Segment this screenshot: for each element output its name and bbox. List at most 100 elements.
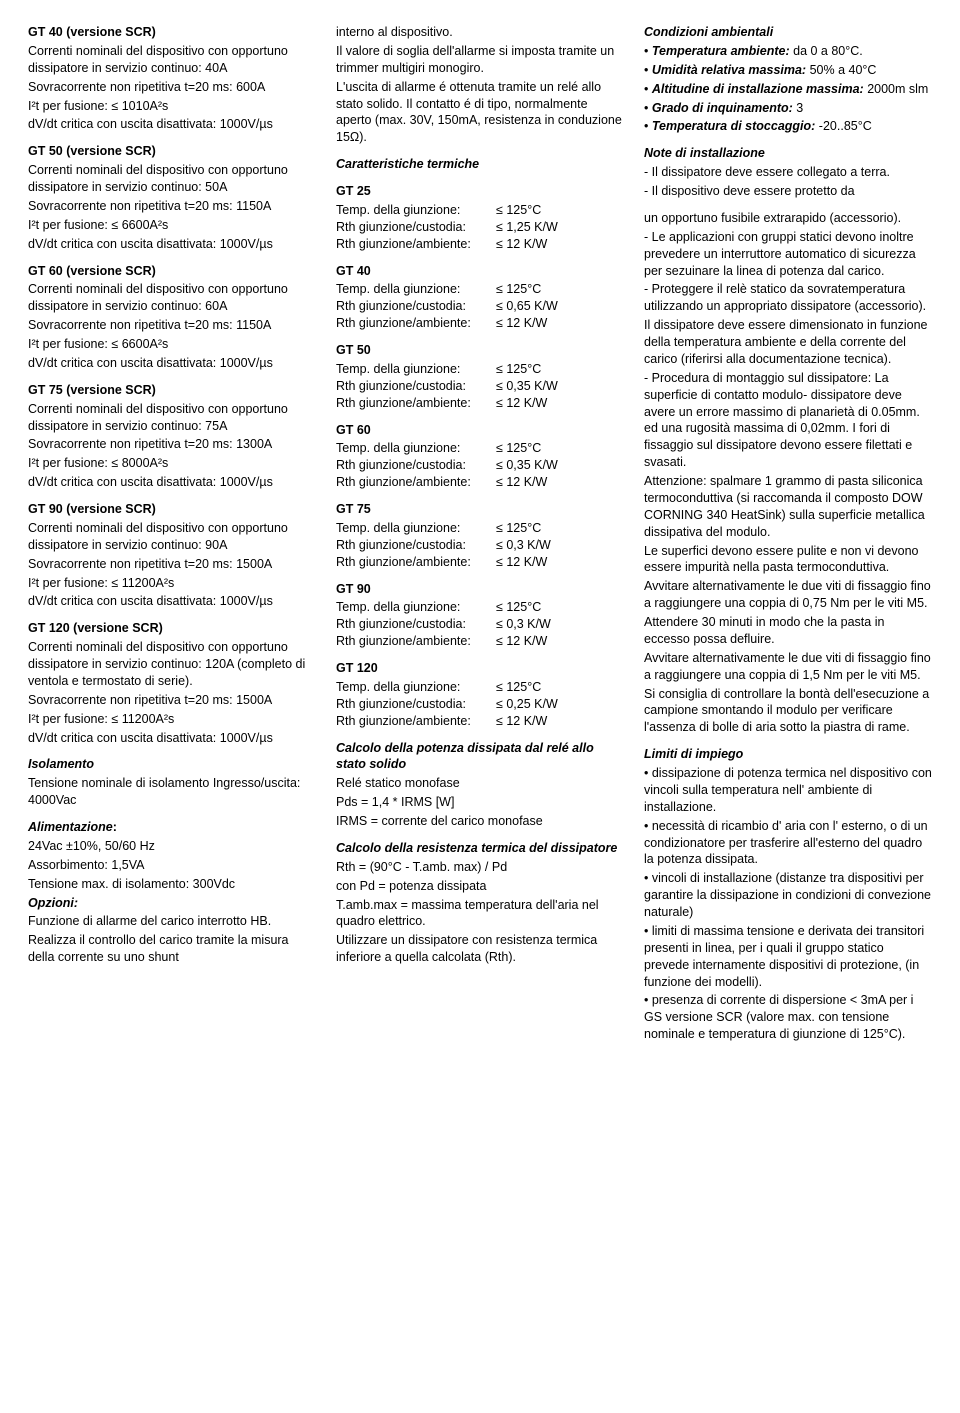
thermal-row: Rth giunzione/ambiente:≤ 12 K/W: [336, 315, 624, 332]
thermal-row: Rth giunzione/custodia:≤ 0,35 K/W: [336, 457, 624, 474]
col3-line: Il dissipatore deve essere dimensionato …: [644, 317, 932, 368]
alimentazione-line: Assorbimento: 1,5VA: [28, 857, 316, 874]
thermal-label: Rth giunzione/custodia:: [336, 616, 496, 633]
gt-title: GT 120 (versione SCR): [28, 620, 316, 637]
gt-line: Sovracorrente non ripetitiva t=20 ms: 11…: [28, 198, 316, 215]
col2-intro: interno al dispositivo. Il valore di sogl…: [336, 24, 624, 146]
thermal-label: Temp. della giunzione:: [336, 520, 496, 537]
thermal-row: Rth giunzione/ambiente:≤ 12 K/W: [336, 633, 624, 650]
thermal-item: GT 40Temp. della giunzione:≤ 125°CRth gi…: [336, 263, 624, 333]
thermal-value: ≤ 0,65 K/W: [496, 298, 624, 315]
gt-line: Correnti nominali del dispositivo con op…: [28, 639, 316, 690]
alimentazione-block: Alimentazione: 24Vac ±10%, 50/60 HzAssor…: [28, 819, 316, 966]
gt-title: GT 90 (versione SCR): [28, 501, 316, 518]
gt-line: Sovracorrente non ripetitiva t=20 ms: 60…: [28, 79, 316, 96]
thermal-label: Rth giunzione/custodia:: [336, 696, 496, 713]
page-columns: GT 40 (versione SCR) Correnti nominali de…: [28, 24, 932, 1043]
thermal-item: GT 25Temp. della giunzione:≤ 125°CRth gi…: [336, 183, 624, 253]
thermal-item: GT 60Temp. della giunzione:≤ 125°CRth gi…: [336, 422, 624, 492]
gt-title: GT 75 (versione SCR): [28, 382, 316, 399]
isolamento-line: Tensione nominale di isolamento Ingresso…: [28, 775, 316, 809]
thermal-value: ≤ 125°C: [496, 281, 624, 298]
gt-block: GT 50 (versione SCR)Correnti nominali de…: [28, 143, 316, 252]
calc-pot-line: Relé statico monofase: [336, 775, 624, 792]
isolamento-title: Isolamento: [28, 756, 316, 773]
cond-label: Grado di inquinamento:: [652, 101, 793, 115]
intro-line: Il valore di soglia dell'allarme si impo…: [336, 43, 624, 77]
thermal-row: Rth giunzione/custodia:≤ 0,3 K/W: [336, 537, 624, 554]
thermal-name: GT 75: [336, 501, 624, 518]
gt-block: GT 60 (versione SCR)Correnti nominali de…: [28, 263, 316, 372]
limiti-line: • limiti di massima tensione e derivata …: [644, 923, 932, 991]
note-line: - Il dispositivo deve essere protetto da: [644, 183, 932, 200]
thermal-label: Temp. della giunzione:: [336, 202, 496, 219]
cond-title: Condizioni ambientali: [644, 24, 932, 41]
col3-line: Attenzione: spalmare 1 grammo di pasta s…: [644, 473, 932, 541]
thermal-value: ≤ 0,3 K/W: [496, 537, 624, 554]
thermal-label: Rth giunzione/ambiente:: [336, 633, 496, 650]
thermal-value: ≤ 125°C: [496, 440, 624, 457]
gt-title: GT 60 (versione SCR): [28, 263, 316, 280]
thermal-value: ≤ 12 K/W: [496, 713, 624, 730]
cond-block: Condizioni ambientali • Temperatura ambi…: [644, 24, 932, 135]
thermal-row: Temp. della giunzione:≤ 125°C: [336, 440, 624, 457]
thermal-row: Rth giunzione/ambiente:≤ 12 K/W: [336, 395, 624, 412]
col3-line: - Proteggere il relè statico da sovratem…: [644, 281, 932, 315]
thermal-label: Rth giunzione/ambiente:: [336, 474, 496, 491]
gt-line: Sovracorrente non ripetitiva t=20 ms: 15…: [28, 556, 316, 573]
col3-line: Si consiglia di controllare la bontà del…: [644, 686, 932, 737]
cond-rest: 3: [793, 101, 803, 115]
gt-line: dV/dt critica con uscita disattivata: 10…: [28, 236, 316, 253]
thermal-item: GT 75 Temp. della giunzione:≤ 125°CRth gi…: [336, 501, 624, 571]
thermal-row: Rth giunzione/ambiente:≤ 12 K/W: [336, 713, 624, 730]
gt-title: GT 40 (versione SCR): [28, 24, 316, 41]
thermal-item: GT 120Temp. della giunzione:≤ 125°CRth g…: [336, 660, 624, 730]
thermal-value: ≤ 0,25 K/W: [496, 696, 624, 713]
thermal-label: Temp. della giunzione:: [336, 281, 496, 298]
cond-line: • Grado di inquinamento: 3: [644, 100, 932, 117]
opzioni-line: Funzione di allarme del carico interrott…: [28, 913, 316, 930]
calc-res-line: Utilizzare un dissipatore con resistenza…: [336, 932, 624, 966]
thermal-title: Caratteristiche termiche: [336, 156, 624, 173]
thermal-value: ≤ 12 K/W: [496, 315, 624, 332]
thermal-value: ≤ 12 K/W: [496, 633, 624, 650]
thermal-row: Temp. della giunzione:≤ 125°C: [336, 520, 624, 537]
thermal-label: Rth giunzione/ambiente:: [336, 315, 496, 332]
col3-line: - Procedura di montaggio sul dissipatore…: [644, 370, 932, 471]
cond-rest: da 0 a 80°C.: [790, 44, 863, 58]
cond-line: • Altitudine di installazione massima: 2…: [644, 81, 932, 98]
gt-line: I²t per fusione: ≤ 1010A²s: [28, 98, 316, 115]
note-block: Note di installazione - Il dissipatore d…: [644, 145, 932, 200]
limiti-line: • presenza di corrente di dispersione < …: [644, 992, 932, 1043]
thermal-value: ≤ 12 K/W: [496, 474, 624, 491]
thermal-row: Rth giunzione/custodia:≤ 0,3 K/W: [336, 616, 624, 633]
gt-line: I²t per fusione: ≤ 11200A²s: [28, 711, 316, 728]
intro-line: interno al dispositivo.: [336, 24, 624, 41]
thermal-row: Rth giunzione/custodia:≤ 0,65 K/W: [336, 298, 624, 315]
calc-pot-block: Calcolo della potenza dissipata dal relé…: [336, 740, 624, 830]
gt-line: Sovracorrente non ripetitiva t=20 ms: 15…: [28, 692, 316, 709]
thermal-item: GT 50Temp. della giunzione:≤ 125°CRth gi…: [336, 342, 624, 412]
thermal-name: GT 25: [336, 183, 624, 200]
limiti-block: Limiti di impiego • dissipazione di pote…: [644, 746, 932, 1043]
gt-line: dV/dt critica con uscita disattivata: 10…: [28, 730, 316, 747]
opzioni-line: Realizza il controllo del carico tramite…: [28, 932, 316, 966]
cond-line: • Temperatura di stoccaggio: -20..85°C: [644, 118, 932, 135]
thermal-row: Rth giunzione/ambiente:≤ 12 K/W: [336, 236, 624, 253]
cond-label: Umidità relativa massima:: [652, 63, 806, 77]
gt-block: GT 120 (versione SCR) Correnti nominali d…: [28, 620, 316, 746]
gt-line: dV/dt critica con uscita disattivata: 10…: [28, 474, 316, 491]
gt-line: Correnti nominali del dispositivo con op…: [28, 43, 316, 77]
gt-line: dV/dt critica con uscita disattivata: 10…: [28, 116, 316, 133]
thermal-row: Temp. della giunzione:≤ 125°C: [336, 679, 624, 696]
gt-block: GT 90 (versione SCR)Correnti nominali de…: [28, 501, 316, 610]
thermal-name: GT 90: [336, 581, 624, 598]
gt-line: Sovracorrente non ripetitiva t=20 ms: 13…: [28, 436, 316, 453]
thermal-label: Rth giunzione/custodia:: [336, 457, 496, 474]
thermal-value: ≤ 125°C: [496, 520, 624, 537]
thermal-value: ≤ 12 K/W: [496, 395, 624, 412]
alimentazione-line: 24Vac ±10%, 50/60 Hz: [28, 838, 316, 855]
thermal-name: GT 120: [336, 660, 624, 677]
thermal-label: Rth giunzione/custodia:: [336, 537, 496, 554]
thermal-label: Temp. della giunzione:: [336, 679, 496, 696]
